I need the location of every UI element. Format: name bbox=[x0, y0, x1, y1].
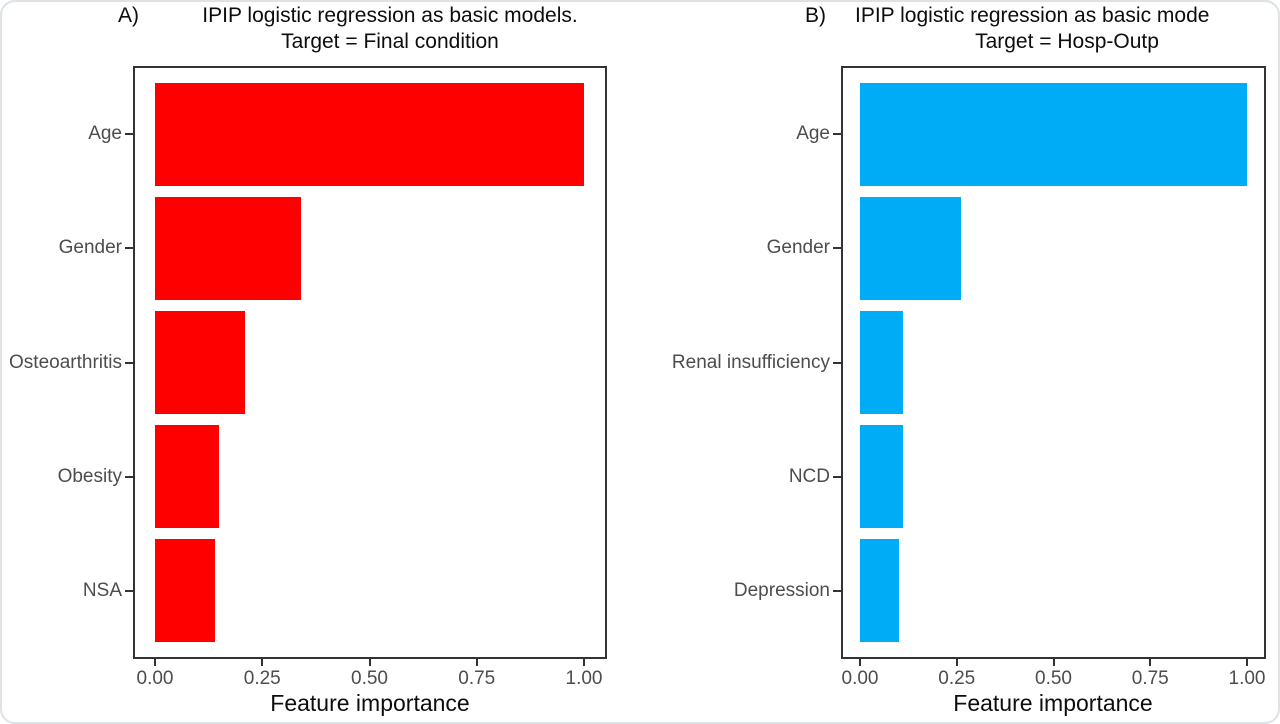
x-tick-a bbox=[261, 659, 264, 666]
x-tick-a bbox=[154, 659, 156, 666]
x-tick-label-a: 0.75 bbox=[458, 668, 496, 689]
y-axis-label-b: Age bbox=[796, 123, 830, 145]
panel-b-x-axis-title: Feature importance bbox=[953, 690, 1153, 716]
y-axis-label-a: Obesity bbox=[57, 465, 122, 487]
y-tick-b bbox=[833, 247, 841, 250]
x-tick-b bbox=[1246, 659, 1248, 666]
y-axis-label-b: Gender bbox=[766, 237, 830, 259]
panel-a-title: IPIP logistic regression as basic models… bbox=[202, 4, 578, 27]
bar-a-obesity bbox=[155, 425, 220, 528]
y-axis-label-b: NCD bbox=[788, 465, 830, 487]
y-axis-label-b: Renal insufficiency bbox=[671, 351, 830, 373]
y-axis-label-a: Age bbox=[88, 123, 122, 145]
panel-a-x-axis-title: Feature importance bbox=[270, 690, 470, 716]
y-axis-label-a: NSA bbox=[82, 579, 122, 601]
bar-b-gender bbox=[860, 197, 961, 300]
y-tick-b bbox=[833, 361, 841, 364]
x-tick-a bbox=[583, 659, 585, 666]
y-axis-label-b: Depression bbox=[733, 579, 830, 601]
panel-b-subtitle: Target = Hosp-Outp bbox=[975, 30, 1159, 53]
x-tick-label-b: 0.25 bbox=[938, 668, 976, 689]
bar-b-age bbox=[860, 83, 1247, 186]
y-tick-a bbox=[125, 247, 133, 250]
panel-b-label: B) bbox=[805, 4, 826, 27]
bar-b-ncd bbox=[860, 425, 903, 528]
bar-a-nsa bbox=[155, 539, 216, 642]
x-tick-a bbox=[368, 659, 371, 666]
x-tick-b bbox=[955, 659, 958, 666]
x-tick-label-b: 0.50 bbox=[1035, 668, 1072, 689]
bar-a-gender bbox=[155, 197, 301, 300]
panel-a-label: A) bbox=[118, 4, 139, 27]
x-tick-label-a: 0.25 bbox=[243, 668, 281, 689]
y-tick-b bbox=[833, 475, 841, 478]
x-tick-label-a: 1.00 bbox=[565, 668, 603, 689]
bar-b-renal-insufficiency bbox=[860, 311, 903, 414]
y-tick-b bbox=[833, 133, 841, 136]
y-tick-a bbox=[125, 133, 133, 136]
x-tick-b bbox=[859, 659, 861, 666]
x-tick-b bbox=[1149, 659, 1152, 666]
x-tick-label-a: 0.50 bbox=[351, 668, 388, 689]
panel-b-title: IPIP logistic regression as basic mode bbox=[855, 4, 1210, 27]
x-tick-a bbox=[475, 659, 478, 666]
x-tick-b bbox=[1052, 659, 1055, 666]
bar-a-osteoarthritis bbox=[155, 311, 246, 414]
panel-a-subtitle: Target = Final condition bbox=[281, 30, 499, 53]
x-tick-label-b: 1.00 bbox=[1228, 668, 1266, 689]
y-tick-a bbox=[125, 589, 133, 592]
bar-b-depression bbox=[860, 539, 899, 642]
y-axis-label-a: Gender bbox=[58, 237, 122, 259]
y-tick-b bbox=[833, 589, 841, 592]
bar-a-age bbox=[155, 83, 584, 186]
y-tick-a bbox=[125, 361, 133, 364]
x-tick-label-a: 0.00 bbox=[136, 668, 174, 689]
x-tick-label-b: 0.75 bbox=[1131, 668, 1169, 689]
y-tick-a bbox=[125, 475, 133, 478]
y-axis-label-a: Osteoarthritis bbox=[9, 351, 122, 373]
x-tick-label-b: 0.00 bbox=[841, 668, 879, 689]
